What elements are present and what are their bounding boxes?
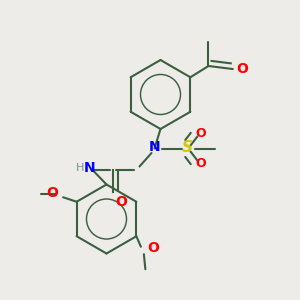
Text: O: O xyxy=(195,157,206,170)
Text: O: O xyxy=(47,186,58,200)
Text: O: O xyxy=(236,62,248,76)
Text: S: S xyxy=(182,140,193,154)
Text: N: N xyxy=(83,161,95,175)
Text: O: O xyxy=(116,195,128,209)
Text: H: H xyxy=(76,163,84,173)
Text: N: N xyxy=(149,140,160,154)
Text: O: O xyxy=(195,127,206,140)
Text: O: O xyxy=(147,241,159,255)
